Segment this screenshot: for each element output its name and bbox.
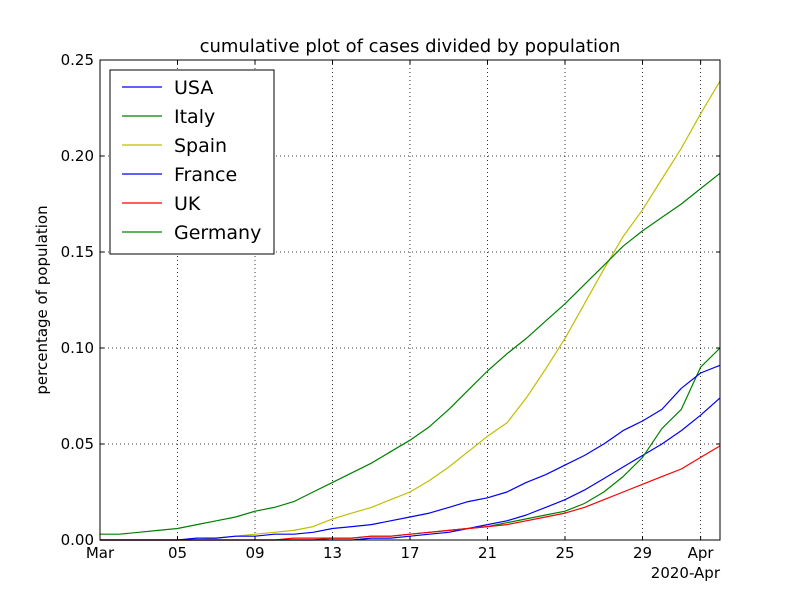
x-tick-label: 29 bbox=[633, 544, 652, 562]
chart-title: cumulative plot of cases divided by popu… bbox=[200, 36, 621, 57]
x-tick-label: 05 bbox=[168, 544, 187, 562]
y-tick-label: 0.25 bbox=[61, 51, 94, 69]
y-tick-label: 0.20 bbox=[61, 147, 94, 165]
y-tick-label: 0.05 bbox=[61, 435, 94, 453]
axis-ticks: Mar 05 09 13 17 21 25 29 Apr 0.00 0.05 0.10 0.15 0.20… bbox=[61, 51, 720, 562]
legend-label-uk: UK bbox=[174, 193, 201, 215]
legend: USA Italy Spain France UK Germany bbox=[109, 69, 275, 255]
x-tick-label: Apr bbox=[688, 544, 715, 562]
x-tick-label: 13 bbox=[323, 544, 342, 562]
x-axis-offset-label: 2020-Apr bbox=[651, 564, 721, 582]
legend-label-italy: Italy bbox=[174, 106, 215, 128]
x-tick-label: 21 bbox=[478, 544, 497, 562]
legend-label-germany: Germany bbox=[174, 222, 261, 244]
series-line-spain bbox=[100, 80, 721, 541]
x-tick-label: 09 bbox=[245, 544, 264, 562]
series-line-germany bbox=[100, 172, 721, 535]
x-tick-label: 25 bbox=[555, 544, 574, 562]
legend-label-spain: Spain bbox=[174, 135, 227, 157]
series-line-france bbox=[100, 364, 721, 541]
legend-label-usa: USA bbox=[174, 77, 213, 99]
y-tick-label: 0.15 bbox=[61, 243, 94, 261]
x-tick-label: Mar bbox=[86, 544, 115, 562]
y-axis-label: percentage of population bbox=[33, 205, 51, 394]
x-tick-label: 17 bbox=[400, 544, 419, 562]
legend-box bbox=[109, 69, 275, 255]
legend-label-france: France bbox=[174, 164, 237, 186]
y-tick-label: 0.10 bbox=[61, 339, 94, 357]
y-tick-label: 0.00 bbox=[61, 531, 94, 549]
